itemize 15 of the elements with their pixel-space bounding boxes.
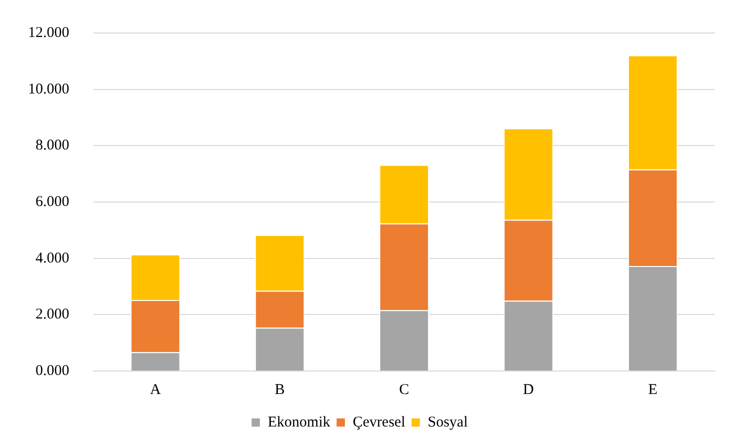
y-tick-label: 12.000 xyxy=(28,24,70,41)
y-tick-label: 8.000 xyxy=(36,138,70,154)
x-tick-label: C xyxy=(399,382,410,398)
y-tick-label: 10.000 xyxy=(28,81,70,98)
y-tick-label: 4.000 xyxy=(36,250,70,266)
x-tick-label: D xyxy=(523,382,534,398)
y-tick-label: 2.000 xyxy=(36,306,70,323)
legend-label: Çevresel xyxy=(352,414,406,430)
y-tick-label: 6.000 xyxy=(36,194,70,210)
y-tick-label: 0.000 xyxy=(36,362,70,379)
legend-label: Sosyal xyxy=(428,414,468,430)
legend-label: Ekonomik xyxy=(268,414,331,430)
x-tick-label: B xyxy=(274,382,285,398)
x-tick-label: A xyxy=(150,382,162,398)
x-tick-label: E xyxy=(648,382,658,398)
